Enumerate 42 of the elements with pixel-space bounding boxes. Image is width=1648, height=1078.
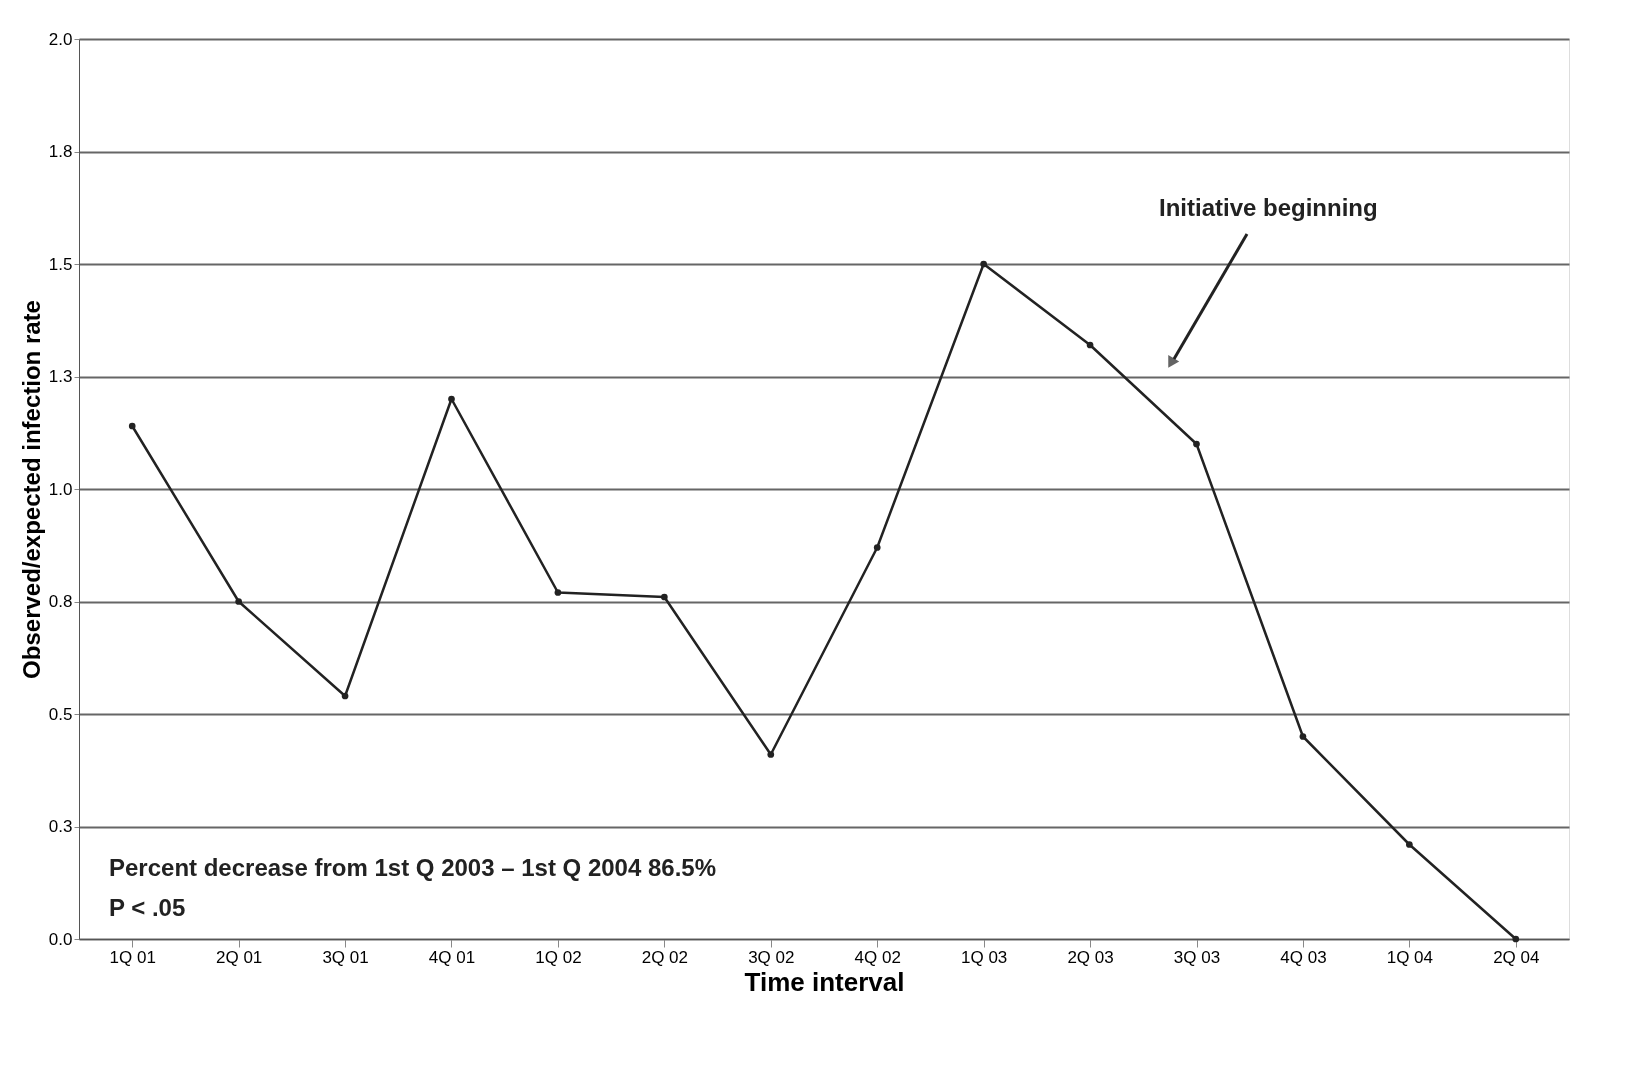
x-tick-label: 4Q 02 — [854, 947, 901, 967]
x-tick-label: 3Q 03 — [1173, 947, 1221, 967]
point — [767, 751, 775, 758]
x-tick-label: 2Q 03 — [1067, 947, 1114, 967]
point — [1512, 935, 1520, 943]
x-tick-label: 1Q 02 — [535, 947, 582, 967]
x-tick-label: 4Q 03 — [1280, 947, 1327, 967]
annotation: P < .05 — [109, 894, 186, 921]
x-tick-label: 2Q 02 — [641, 947, 689, 967]
y-tick-label: 1.8 — [48, 142, 73, 161]
x-axis-title: Time interval — [744, 966, 905, 997]
y-tick-label: 2.0 — [48, 29, 73, 49]
point — [1406, 841, 1413, 848]
y-tick-label: 0.5 — [48, 704, 73, 724]
x-tick-label: 1Q 01 — [109, 947, 156, 967]
point — [1086, 341, 1094, 349]
y-tick-label: 1.5 — [48, 254, 73, 274]
x-tick-label: 4Q 01 — [428, 947, 476, 967]
x-tick-label: 1Q 04 — [1386, 947, 1434, 967]
point — [1299, 733, 1307, 740]
x-tick-label: 2Q 01 — [215, 947, 263, 967]
y-tick-label: 0.0 — [48, 929, 73, 949]
point — [873, 544, 881, 551]
point — [661, 593, 668, 601]
point — [341, 692, 349, 700]
point — [554, 589, 562, 596]
y-tick-label: 0.8 — [48, 592, 73, 611]
x-tick-label: 3Q 01 — [322, 947, 369, 967]
x-tick-label: 1Q 03 — [960, 947, 1008, 967]
y-axis-title: Observed/expected infection rate — [17, 300, 45, 679]
x-tick-label: 2Q 04 — [1493, 947, 1540, 967]
point — [235, 598, 242, 605]
y-tick-label: 1.0 — [48, 479, 73, 499]
point — [128, 422, 136, 430]
annotation: Initiative beginning — [1159, 194, 1378, 221]
y-tick-label: 0.3 — [48, 817, 73, 836]
point — [980, 260, 987, 268]
annotation: Percent decrease from 1st Q 2003 – 1st Q 2004 86.5% — [109, 854, 717, 881]
point — [1193, 440, 1200, 448]
point — [448, 395, 455, 403]
y-tick-label: 1.3 — [48, 367, 73, 386]
x-tick-label: 3Q 02 — [748, 947, 795, 967]
